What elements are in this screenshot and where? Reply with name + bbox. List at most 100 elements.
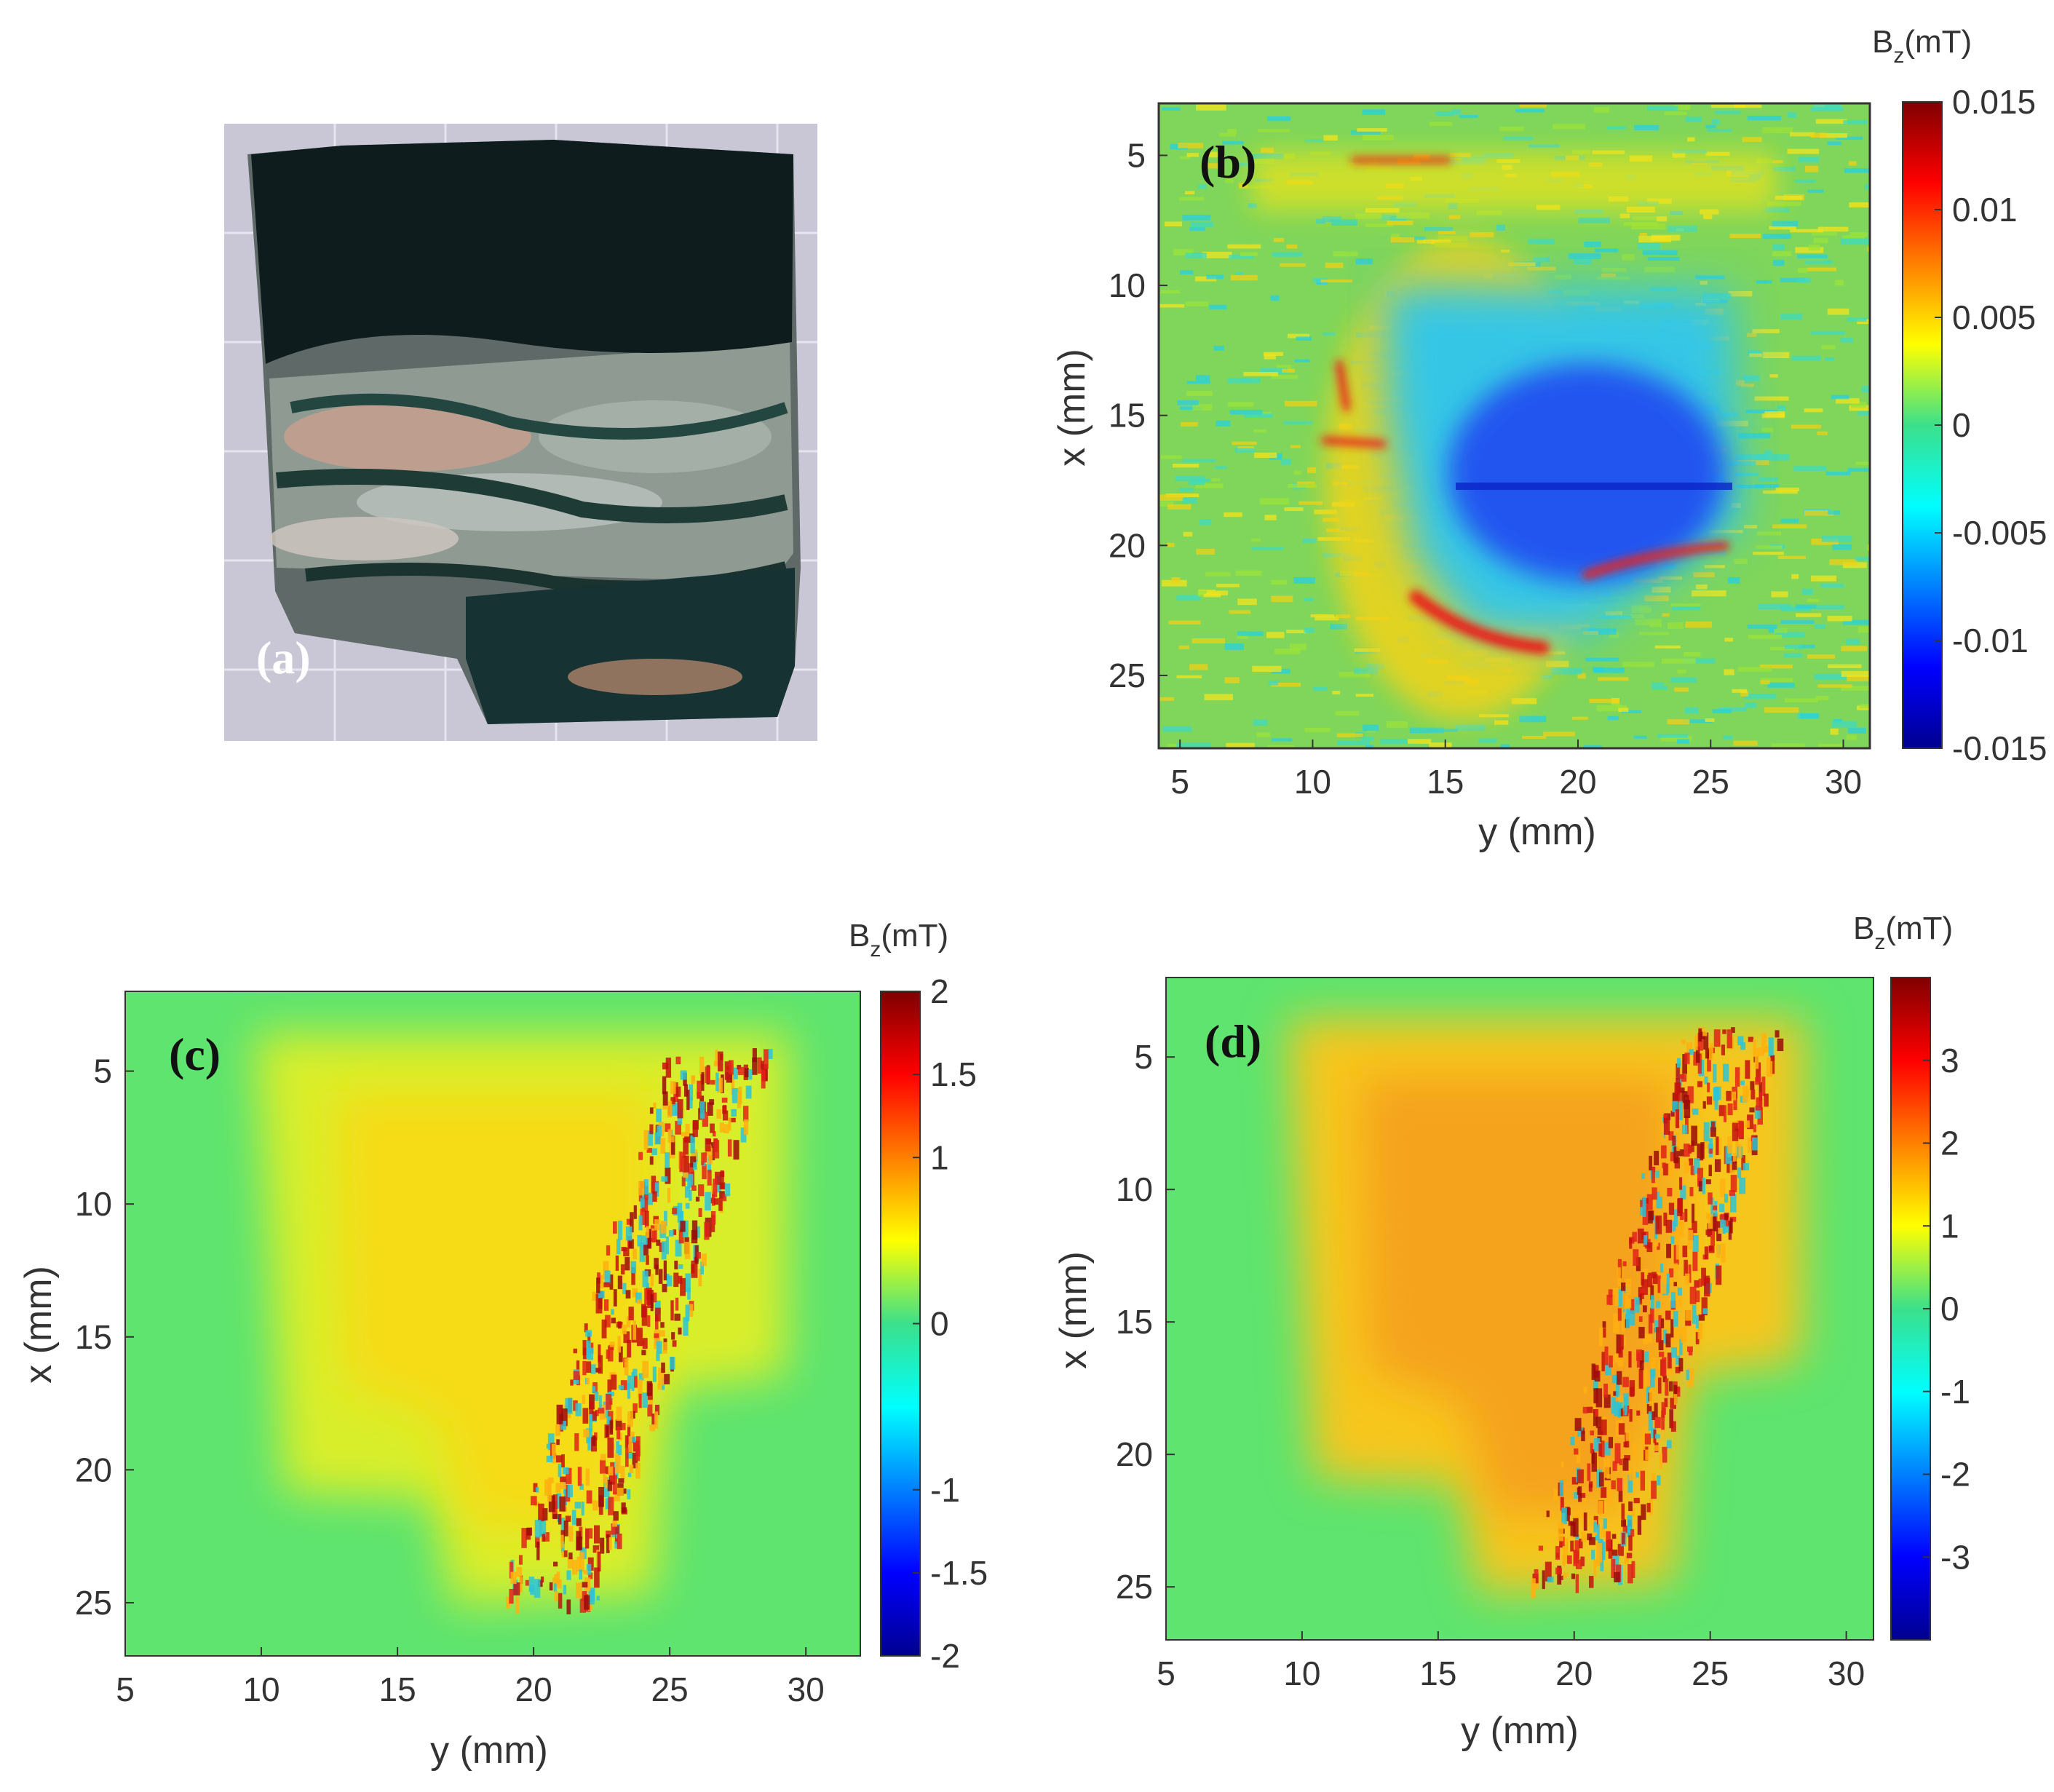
noise-mark — [1609, 632, 1619, 638]
speckle-mark — [1603, 1383, 1608, 1398]
speckle-mark — [1573, 1550, 1578, 1566]
speckle-mark — [1593, 1379, 1599, 1391]
noise-mark — [1234, 448, 1255, 453]
noise-mark — [1601, 267, 1627, 272]
speckle-mark — [560, 1518, 565, 1538]
speckle-mark — [1630, 1299, 1635, 1315]
speckle-mark — [1753, 1124, 1756, 1133]
noise-mark — [1362, 109, 1386, 115]
noise-mark — [1186, 153, 1200, 157]
speckle-mark — [1603, 1394, 1611, 1408]
noise-mark — [1331, 219, 1358, 226]
speckle-mark — [1700, 1031, 1705, 1039]
speckle-mark — [1668, 1268, 1674, 1278]
speckle-mark — [1754, 1106, 1761, 1119]
noise-mark — [1360, 737, 1374, 741]
speckle-mark — [1602, 1321, 1606, 1328]
noise-mark — [1198, 184, 1207, 189]
speckle-mark — [1621, 1312, 1625, 1332]
speckle-mark — [1643, 1234, 1648, 1245]
speckle-mark — [1710, 1197, 1714, 1218]
noise-mark — [1515, 108, 1545, 113]
speckle-mark — [1581, 1532, 1586, 1542]
speckle-mark — [1588, 1483, 1593, 1492]
speckle-mark — [1614, 1443, 1621, 1464]
speckle-mark — [1682, 1054, 1687, 1074]
speckle-mark — [1628, 1467, 1634, 1481]
speckle-mark — [1741, 1155, 1746, 1170]
speckle-mark — [1653, 1430, 1657, 1443]
noise-mark — [1791, 424, 1821, 429]
speckle-mark — [1674, 1082, 1681, 1103]
speckle-mark — [1625, 1430, 1631, 1441]
noise-mark — [1293, 470, 1301, 475]
speckle-mark — [649, 1399, 653, 1405]
speckle-mark — [1595, 1559, 1601, 1567]
speckle-mark — [679, 1151, 686, 1173]
speckle-mark — [722, 1194, 727, 1202]
noise-mark — [1634, 124, 1660, 130]
speckle-mark — [1646, 1194, 1653, 1210]
speckle-mark — [695, 1197, 700, 1202]
noise-mark — [1647, 106, 1678, 111]
noise-mark — [1798, 644, 1815, 649]
speckle-mark — [547, 1433, 555, 1451]
colorbar-tick-label: 1 — [930, 1138, 949, 1176]
speckle-mark — [607, 1379, 612, 1393]
speckle-mark — [1721, 1044, 1725, 1055]
speckle-mark — [585, 1528, 590, 1549]
noise-mark — [1322, 216, 1342, 222]
noise-mark — [1260, 368, 1288, 374]
speckle-mark — [722, 1106, 727, 1114]
speckle-mark — [623, 1247, 630, 1257]
speckle-mark — [649, 1107, 654, 1114]
noise-mark — [1238, 183, 1248, 189]
speckle-mark — [719, 1122, 724, 1133]
speckle-mark — [1747, 1138, 1754, 1154]
x-tick-label: 30 — [788, 1670, 825, 1708]
speckle-mark — [1611, 1558, 1616, 1579]
speckle-mark — [588, 1528, 593, 1539]
speckle-mark — [627, 1411, 633, 1427]
speckle-mark — [616, 1440, 619, 1454]
speckle-mark — [670, 1081, 676, 1095]
speckle-mark — [1678, 1149, 1684, 1157]
noise-mark — [1742, 137, 1762, 143]
speckle-mark — [667, 1129, 673, 1143]
speckle-mark — [1560, 1575, 1563, 1580]
colorbar-tick-label: -1.5 — [930, 1554, 988, 1592]
noise-mark — [1622, 710, 1642, 713]
speckle-mark — [1702, 1101, 1706, 1109]
noise-mark — [1867, 246, 1870, 252]
speckle-mark — [1626, 1299, 1632, 1309]
speckle-mark — [1737, 1120, 1743, 1138]
speckle-mark — [1579, 1538, 1583, 1549]
speckle-mark — [674, 1260, 678, 1270]
noise-mark — [1235, 570, 1262, 576]
speckle-mark — [1654, 1416, 1661, 1429]
speckle-mark — [1648, 1411, 1653, 1431]
speckle-mark — [710, 1210, 716, 1225]
noise-mark — [1764, 707, 1799, 713]
speckle-mark — [1653, 1274, 1658, 1284]
noise-mark — [1571, 150, 1590, 154]
noise-mark — [1685, 116, 1702, 122]
noise-mark — [1180, 156, 1190, 159]
speckle-mark — [761, 1069, 766, 1089]
speckle-mark — [1621, 1503, 1625, 1520]
heatmap-d-speckle — [1531, 1027, 1784, 1598]
noise-mark — [1649, 623, 1662, 627]
speckle-mark — [1707, 1082, 1710, 1093]
speckle-mark — [705, 1066, 710, 1084]
speckle-mark — [654, 1258, 659, 1269]
speckle-mark — [606, 1416, 611, 1430]
speckle-mark — [1598, 1443, 1602, 1456]
speckle-mark — [558, 1464, 562, 1477]
speckle-mark — [1555, 1546, 1561, 1560]
noise-mark — [1211, 478, 1221, 482]
speckle-mark — [1684, 1208, 1688, 1222]
speckle-mark — [1616, 1334, 1622, 1354]
speckle-mark — [1629, 1310, 1635, 1325]
colorbar-tick-label: 0 — [930, 1305, 949, 1343]
